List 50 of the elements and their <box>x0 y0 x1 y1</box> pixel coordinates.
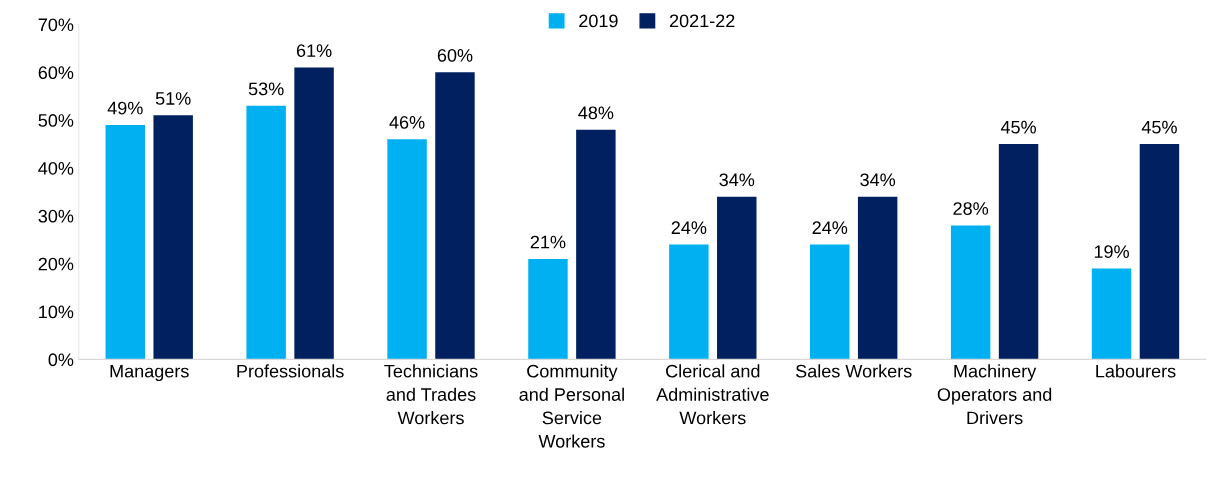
data-label: 48% <box>578 106 614 120</box>
bar <box>950 225 991 360</box>
data-label: 49% <box>107 101 143 115</box>
x-tick-label: Technicians and Trades Workers <box>384 364 478 425</box>
bar <box>717 196 757 360</box>
bar <box>857 196 898 360</box>
data-label: 24% <box>671 221 707 234</box>
bar <box>810 244 850 360</box>
x-tick-label: Sales Workers <box>795 364 912 378</box>
data-label: 34% <box>860 173 896 187</box>
y-tick-label: 50% <box>38 114 74 127</box>
x-tick-label: Clerical and Administrative Workers <box>656 364 769 425</box>
y-tick-label: 60% <box>38 66 74 80</box>
data-label: 61% <box>296 44 332 57</box>
bar <box>669 244 709 360</box>
data-label: 53% <box>248 82 284 96</box>
bar <box>153 115 193 360</box>
data-label: 19% <box>1094 245 1129 258</box>
y-tick-label: 40% <box>38 161 74 175</box>
legend-label: 2019 <box>579 14 618 28</box>
data-label: 45% <box>1141 120 1177 134</box>
bar <box>246 105 286 360</box>
bar <box>998 144 1039 360</box>
x-tick-label: Professionals <box>237 364 344 378</box>
x-tick-label: Labourers <box>1096 364 1176 378</box>
bar <box>1091 268 1132 360</box>
data-label: 24% <box>812 221 848 234</box>
bar <box>294 67 334 360</box>
y-tick-label: 0% <box>48 353 74 367</box>
x-tick-label: Community and Personal Service Workers <box>519 364 624 448</box>
legend-label: 2021-22 <box>669 14 735 28</box>
bar <box>528 258 568 360</box>
y-tick-label: 20% <box>38 257 74 271</box>
data-label: 51% <box>155 92 191 105</box>
bar <box>105 124 145 360</box>
data-label: 46% <box>389 116 425 129</box>
x-tick-label: Managers <box>110 364 189 382</box>
y-tick-label: 10% <box>39 305 74 319</box>
bar <box>387 139 427 360</box>
y-tick-label: 70% <box>38 18 74 32</box>
x-tick-label: Machinery Operators and Drivers <box>937 364 1052 425</box>
data-label: 34% <box>719 173 755 187</box>
data-label: 21% <box>530 235 566 249</box>
data-label: 60% <box>437 49 473 62</box>
bar <box>576 129 616 360</box>
bar <box>435 72 475 360</box>
data-label: 45% <box>1000 120 1036 134</box>
bar <box>1139 144 1180 360</box>
data-label: 28% <box>953 202 989 215</box>
y-tick-label: 30% <box>38 209 74 223</box>
